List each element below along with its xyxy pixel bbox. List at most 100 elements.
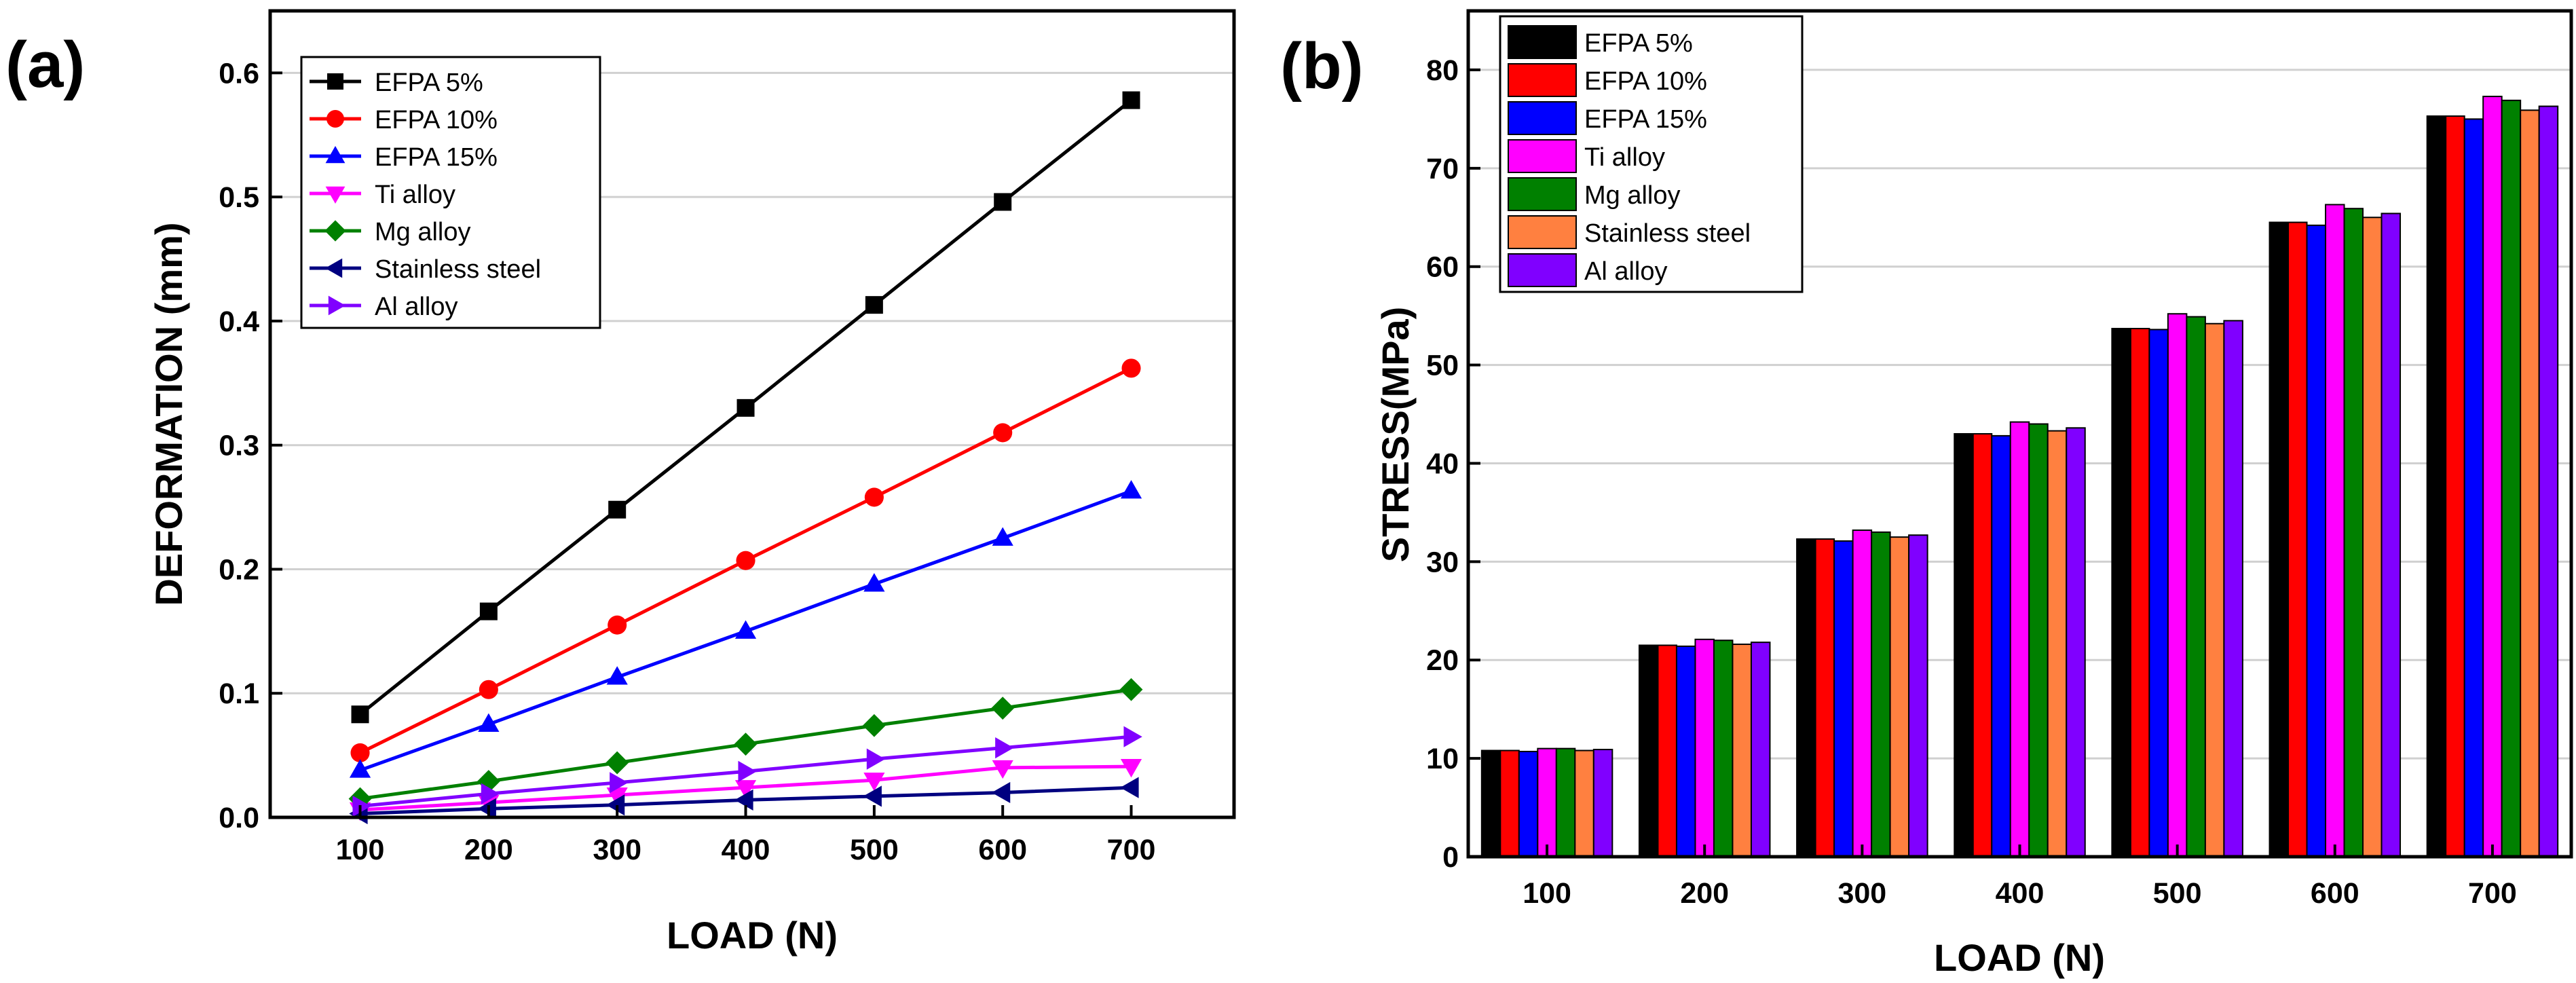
panel-b-legend-swatch-efpa-10pct bbox=[1508, 63, 1577, 97]
panel-b-legend-label: Mg alloy bbox=[1584, 181, 1681, 210]
panel-b-bar-al-alloy bbox=[2538, 105, 2559, 857]
panel-b-bar-ti-alloy bbox=[1694, 638, 1715, 858]
panel-b-bar-al-alloy bbox=[1750, 642, 1771, 857]
panel-b-bar-stainless-steel bbox=[1732, 644, 1752, 857]
panel-b-legend-swatch-al-alloy bbox=[1508, 253, 1577, 287]
panel-a-y-tick-label: 0.4 bbox=[219, 305, 259, 338]
panel-b-bar-efpa-10pct bbox=[2445, 115, 2465, 857]
panel-b-bar-efpa-15pct bbox=[1833, 540, 1854, 858]
panel-a-point-al-alloy bbox=[866, 748, 886, 770]
panel-a-legend-label: Stainless steel bbox=[375, 255, 541, 284]
panel-a-y-tick-label: 0.1 bbox=[219, 678, 259, 710]
panel-a-point-efpa-10pct bbox=[864, 487, 884, 507]
panel-a-legend-marker-efpa-15pct bbox=[325, 146, 346, 164]
panel-b-y-tick-label: 30 bbox=[1426, 546, 1459, 578]
panel-b-y-tick-label: 0 bbox=[1442, 841, 1459, 874]
panel-a-point-efpa-5pct bbox=[608, 500, 627, 519]
panel-a-point-efpa-5pct bbox=[994, 193, 1012, 211]
panel-b-legend-swatch-mg-alloy bbox=[1508, 177, 1577, 211]
panel-a-legend: EFPA 5% EFPA 10% EFPA 15% Ti alloy Mg alloy S… bbox=[300, 56, 601, 329]
panel-a-series bbox=[348, 91, 1143, 825]
panel-b-bar-ti-alloy bbox=[1537, 747, 1557, 858]
panel-a-point-ti-alloy bbox=[734, 780, 757, 799]
panel-a-legend-label: EFPA 10% bbox=[375, 106, 498, 134]
panel-a-point-ti-alloy bbox=[992, 760, 1013, 779]
panel-b-bar-stainless-steel bbox=[1574, 749, 1594, 858]
panel-a-y-tick-label: 0.2 bbox=[219, 553, 259, 586]
panel-a-point-al-alloy bbox=[1123, 726, 1142, 747]
panel-b-legend-label: Al alloy bbox=[1584, 257, 1668, 286]
panel-b-y-tick-label: 40 bbox=[1426, 447, 1459, 480]
panel-a-point-efpa-5pct bbox=[479, 602, 498, 620]
panel-a-legend-label: EFPA 15% bbox=[375, 143, 498, 172]
panel-b-bar-efpa-10pct bbox=[1499, 749, 1520, 858]
panel-a-point-al-alloy bbox=[995, 737, 1014, 759]
panel-a-point-efpa-15pct bbox=[349, 759, 371, 778]
panel-a-y-tick-label: 0.6 bbox=[219, 57, 259, 90]
panel-b-legend-label: Stainless steel bbox=[1584, 219, 1751, 248]
panel-b-bar-efpa-5pct bbox=[1480, 749, 1501, 858]
panel-a-legend-marker-efpa-10pct bbox=[326, 110, 344, 128]
panel-b-x-tick-label: 500 bbox=[2153, 877, 2202, 910]
panel-b-y-tick-label: 70 bbox=[1426, 153, 1459, 185]
panel-b-x-tick-label: 400 bbox=[1996, 877, 2045, 910]
panel-a-point-mg-alloy bbox=[1119, 678, 1143, 701]
panel-a-point-efpa-10pct bbox=[1121, 358, 1141, 378]
panel-b-bar-mg-alloy bbox=[2343, 208, 2364, 857]
panel-a-x-tick-label: 300 bbox=[593, 834, 641, 866]
panel-a-point-efpa-5pct bbox=[1122, 91, 1140, 109]
panel-a-x-tick-label: 100 bbox=[336, 834, 385, 866]
panel-b-bar-stainless-steel bbox=[2362, 217, 2383, 858]
panel-a-point-ti-alloy bbox=[1120, 759, 1142, 778]
panel-a-point-ti-alloy bbox=[863, 773, 885, 792]
panel-b-bar-ti-alloy bbox=[2167, 313, 2188, 857]
panel-b-y-tick-label: 80 bbox=[1426, 54, 1459, 87]
panel-a-x-tick-label: 600 bbox=[978, 834, 1027, 866]
panel-a-point-mg-alloy bbox=[991, 697, 1015, 720]
panel-a-legend-marker-mg-alloy bbox=[324, 220, 346, 242]
panel-b-x-axis-title: LOAD (N) bbox=[1934, 936, 2105, 979]
panel-a-point-efpa-10pct bbox=[350, 743, 370, 762]
panel-a-legend-label: Ti alloy bbox=[375, 181, 455, 209]
panel-a-x-tick-label: 500 bbox=[850, 834, 899, 866]
panel-b-bar-ti-alloy bbox=[1852, 529, 1873, 857]
panel-b-y-axis-title: STRESS(MPa) bbox=[1374, 307, 1417, 563]
panel-b-legend-swatch-ti-alloy bbox=[1508, 139, 1577, 173]
panel-a-y-axis-title: DEFORMATION (mm) bbox=[147, 222, 190, 606]
panel-a-y-tick-label: 0.3 bbox=[219, 430, 259, 462]
panel-a-x-tick-label: 400 bbox=[722, 834, 770, 866]
panel-a-point-efpa-15pct bbox=[863, 573, 885, 592]
panel-b-bar-mg-alloy bbox=[2501, 99, 2522, 857]
panel-b-y-tick-label: 10 bbox=[1426, 743, 1459, 775]
panel-b-x-tick-label: 700 bbox=[2468, 877, 2517, 910]
panel-b-bar-ti-alloy bbox=[2325, 204, 2345, 857]
panel-a-point-mg-alloy bbox=[348, 787, 372, 811]
panel-b-bar-efpa-15pct bbox=[1675, 645, 1696, 857]
panel-b-bar-efpa-5pct bbox=[2111, 327, 2131, 857]
panel-a-point-ti-alloy bbox=[606, 787, 628, 806]
panel-b-bar-efpa-5pct bbox=[1954, 433, 1974, 857]
panel-b-bar-efpa-5pct bbox=[1638, 644, 1659, 857]
panel-a-y-tick-label: 0.5 bbox=[219, 181, 259, 214]
panel-b-bar-efpa-10pct bbox=[2288, 221, 2308, 857]
panel-a-point-efpa-10pct bbox=[993, 423, 1013, 443]
panel-b-bar-al-alloy bbox=[2223, 320, 2243, 857]
panel-b-y-tick-label: 20 bbox=[1426, 644, 1459, 677]
panel-b-legend-label: EFPA 15% bbox=[1584, 105, 1707, 134]
panel-a-point-efpa-15pct bbox=[992, 527, 1013, 546]
panel-a-point-efpa-15pct bbox=[606, 666, 628, 685]
panel-a-point-efpa-15pct bbox=[478, 713, 500, 732]
panel-b-legend-label: EFPA 10% bbox=[1584, 67, 1707, 96]
panel-a-point-stainless-steel bbox=[1120, 777, 1139, 798]
panel-b-y-tick-label: 60 bbox=[1426, 251, 1459, 284]
panel-b-bar-stainless-steel bbox=[2204, 322, 2225, 857]
panel-a-point-efpa-15pct bbox=[734, 620, 757, 639]
panel-b-bar-stainless-steel bbox=[2047, 430, 2068, 857]
panel-b-legend-label: EFPA 5% bbox=[1584, 29, 1693, 58]
panel-a-legend-marker-stainless-steel bbox=[325, 258, 343, 278]
panel-a-plot-frame bbox=[268, 9, 1236, 819]
panel-a-legend-label: Al alloy bbox=[375, 293, 458, 321]
panel-b-bar-ti-alloy bbox=[2009, 421, 2030, 857]
panel-a-point-efpa-10pct bbox=[608, 615, 627, 635]
panel-a-point-efpa-5pct bbox=[351, 705, 369, 724]
